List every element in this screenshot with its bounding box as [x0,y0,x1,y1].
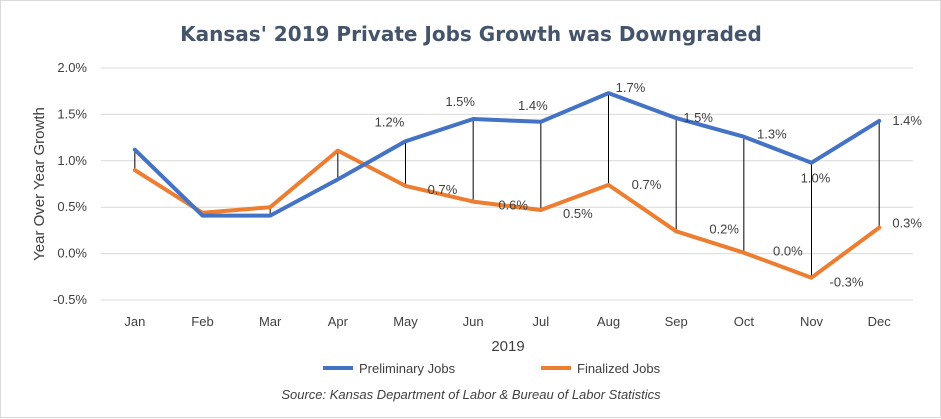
legend-label-finalized: Finalized Jobs [577,361,661,376]
x-tick-label: Feb [191,314,213,329]
series-lines [132,91,882,280]
legend: Preliminary Jobs Finalized Jobs [323,361,661,376]
y-tick-label: 0.5% [57,199,87,214]
x-tick-label: Aug [597,314,620,329]
legend-label-preliminary: Preliminary Jobs [359,361,456,376]
x-axis-ticks: Jan Feb Mar Apr May Jun Jul Aug Sep Oct Nov Dec [124,314,891,329]
preliminary-data-label: 1.4% [518,98,548,113]
y-axis-ticks: -0.5% 0.0% 0.5% 1.0% 1.5% 2.0% [53,60,87,307]
preliminary-data-label: 1.3% [757,127,787,142]
finalized-data-label: 0.5% [563,206,593,221]
preliminary-jobs-line [132,91,882,218]
preliminary-data-label: 1.4% [892,113,922,128]
x-tick-label: Jan [124,314,145,329]
gridlines [101,67,913,301]
finalized-data-label: 0.2% [709,221,739,236]
y-tick-label: -0.5% [53,292,87,307]
y-tick-label: 2.0% [57,60,87,75]
y-tick-label: 1.0% [57,153,87,168]
x-tick-label: Jun [463,314,484,329]
finalized-data-label: 0.6% [498,198,528,213]
finalized-data-label: 0.7% [632,177,662,192]
preliminary-data-label: 1.2% [375,114,405,129]
x-tick-label: Oct [734,314,755,329]
y-axis-title: Year Over Year Growth [31,107,48,261]
x-tick-label: Nov [800,314,824,329]
drop-lines [134,93,880,278]
x-tick-label: Mar [259,314,282,329]
x-tick-label: Sep [665,314,688,329]
finalized-data-label: 0.3% [892,216,922,231]
finalized-data-label: 0.0% [773,244,803,259]
finalized-data-label: -0.3% [830,275,864,290]
preliminary-data-label: 1.7% [616,80,646,95]
finalized-data-label: 0.7% [428,182,458,197]
chart-title: Kansas' 2019 Private Jobs Growth was Dow… [180,22,762,46]
x-tick-label: Jul [533,314,550,329]
preliminary-data-label: 1.5% [445,94,475,109]
source-note: Source: Kansas Department of Labor & Bur… [281,387,661,402]
x-tick-label: Apr [328,314,349,329]
x-tick-label: May [393,314,418,329]
x-axis-title: 2019 [491,338,524,355]
finalized-jobs-line [132,148,882,280]
y-tick-label: 0.0% [57,246,87,261]
preliminary-data-label: 1.0% [801,171,831,186]
x-tick-label: Dec [868,314,892,329]
preliminary-data-label: 1.5% [683,110,713,125]
data-labels: 1.2% 1.5% 1.4% 1.7% 1.5% 1.3% 1.0% 1.4% 0.7% 0.6%… [375,80,923,290]
y-tick-label: 1.5% [57,106,87,121]
